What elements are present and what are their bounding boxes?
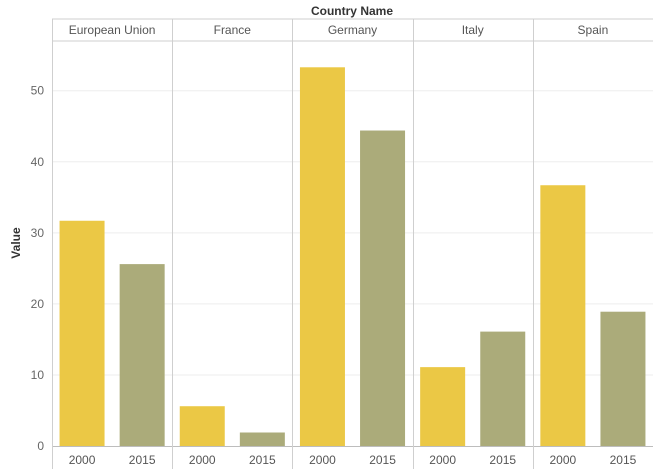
bar: [600, 311, 646, 446]
chart-title: Country Name: [311, 4, 393, 18]
x-tick-label: 2000: [549, 453, 576, 467]
x-tick-label: 2015: [489, 453, 516, 467]
bars: [59, 67, 646, 447]
x-tick-label: 2000: [189, 453, 216, 467]
x-tick-label: 2000: [429, 453, 456, 467]
bar: [59, 220, 105, 446]
bar: [239, 432, 285, 446]
x-tick-label: 2015: [610, 453, 637, 467]
bar: [119, 264, 165, 446]
panel-label: France: [214, 23, 252, 37]
x-tick-label: 2015: [369, 453, 396, 467]
bar: [179, 406, 225, 446]
x-tick-label: 2015: [249, 453, 276, 467]
y-tick-label: 50: [31, 84, 45, 98]
x-tick-label: 2000: [309, 453, 336, 467]
y-axis: 0 10 20 30 40 50: [31, 84, 45, 453]
x-tick-label: 2000: [69, 453, 96, 467]
x-axis: 2000 2015 2000 2015 2000 2015 2000 2015 2000 2015: [69, 453, 637, 467]
y-tick-label: 40: [31, 155, 45, 169]
panel-headers: European Union France Germany Italy Spain: [69, 23, 609, 37]
y-tick-label: 0: [37, 439, 44, 453]
bar: [540, 185, 586, 446]
panel-label: Spain: [578, 23, 609, 37]
y-tick-label: 20: [31, 297, 45, 311]
y-tick-label: 30: [31, 226, 45, 240]
x-tick-label: 2015: [129, 453, 156, 467]
panel-frame: [52, 18, 653, 469]
bar: [420, 367, 466, 446]
y-axis-title: Value: [9, 227, 23, 259]
panel-label: European Union: [69, 23, 156, 37]
bar: [360, 130, 406, 447]
panel-label: Italy: [462, 23, 484, 37]
bar: [480, 331, 526, 446]
panel-label: Germany: [328, 23, 377, 37]
bar: [299, 67, 345, 446]
y-tick-label: 10: [31, 368, 45, 382]
